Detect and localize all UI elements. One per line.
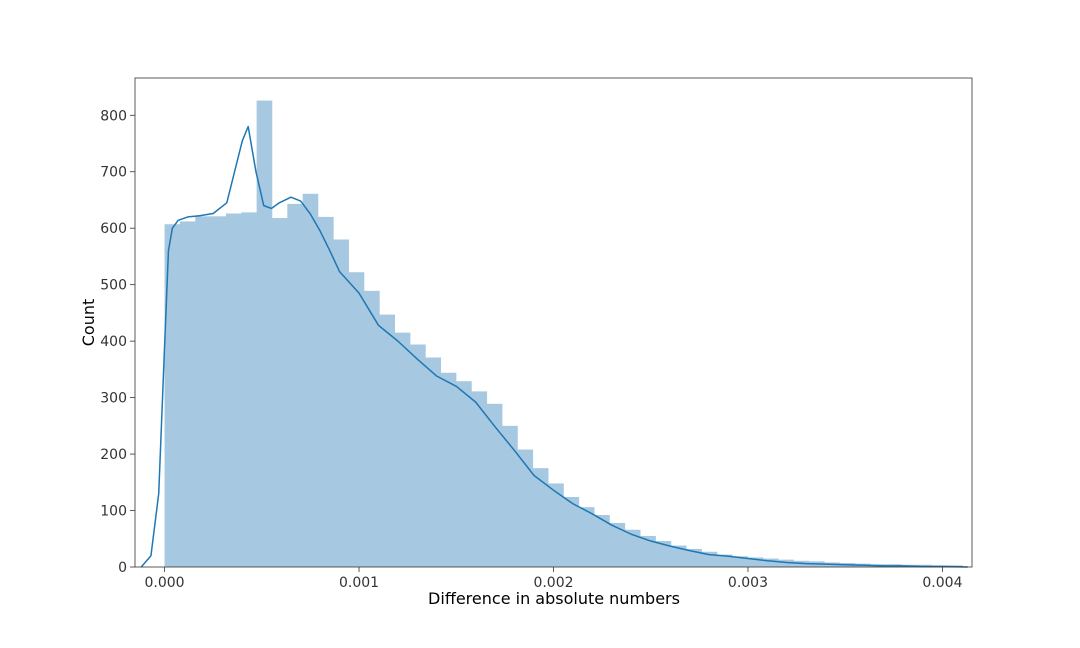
histogram-bar xyxy=(164,224,181,567)
histogram-bar xyxy=(410,344,426,567)
histogram-bar xyxy=(287,203,303,568)
x-tick-label: 0.004 xyxy=(922,575,962,591)
histogram-bar xyxy=(747,557,764,567)
histogram-bar xyxy=(471,391,488,567)
histogram-bar xyxy=(456,381,472,567)
y-tick-label: 600 xyxy=(100,221,127,237)
x-tick-label: 0.002 xyxy=(533,575,573,591)
x-tick-label: 0.001 xyxy=(339,575,379,591)
histogram-bar xyxy=(670,545,687,567)
y-axis-label: Count xyxy=(79,299,98,347)
histogram-bar xyxy=(517,449,534,567)
histogram-bar xyxy=(578,507,595,567)
y-tick-label: 200 xyxy=(100,447,127,463)
x-axis-label: Difference in absolute numbers xyxy=(428,589,680,608)
histogram-bar xyxy=(762,558,779,567)
histogram-bar xyxy=(624,529,641,567)
histogram-bar xyxy=(394,332,411,567)
histogram-bar xyxy=(348,272,365,567)
histogram-bar xyxy=(532,468,549,567)
histogram-bar xyxy=(318,216,334,567)
kde-curve-layer xyxy=(140,125,968,568)
y-axis-ticks: 0 100 200 300 400 500 600 700 800 xyxy=(100,108,135,576)
histogram-bar xyxy=(609,522,626,567)
histogram-bar xyxy=(333,239,349,568)
histogram-bar xyxy=(732,556,748,567)
histogram-bar xyxy=(271,218,288,568)
histogram-bar xyxy=(195,216,211,567)
y-tick-label: 100 xyxy=(100,504,127,520)
y-tick-label: 800 xyxy=(100,108,127,124)
histogram-bar xyxy=(241,212,257,567)
y-tick-label: 400 xyxy=(100,334,127,350)
y-tick-label: 300 xyxy=(100,391,127,407)
histogram-bar xyxy=(563,496,580,567)
histogram-bar xyxy=(778,559,794,567)
histogram-bar xyxy=(425,357,442,567)
histogram-bar xyxy=(440,372,457,567)
histogram-bar xyxy=(686,548,702,567)
x-tick-label: 0.003 xyxy=(728,575,768,591)
y-tick-label: 500 xyxy=(100,278,127,294)
histogram-bar xyxy=(594,515,610,567)
histogram-bar xyxy=(379,314,396,567)
y-tick-label: 0 xyxy=(118,560,127,576)
y-tick-label: 700 xyxy=(100,165,127,181)
histogram-bar xyxy=(210,216,227,567)
histogram-bar xyxy=(640,535,656,567)
histogram-bar xyxy=(179,221,196,568)
histogram-bar xyxy=(548,483,564,567)
histogram-bar xyxy=(486,403,503,567)
histogram-bar xyxy=(302,193,319,567)
histogram-bar xyxy=(716,554,733,567)
kde-line xyxy=(140,125,968,568)
histogram-bar xyxy=(655,541,672,567)
histogram-bars xyxy=(164,100,963,568)
histogram-bar xyxy=(225,213,242,567)
histogram-bar xyxy=(256,100,273,567)
x-axis-ticks: 0.000 0.001 0.002 0.003 0.004 xyxy=(145,567,963,591)
histogram-bar xyxy=(502,425,518,567)
histogram-bar xyxy=(364,290,380,567)
x-tick-label: 0.000 xyxy=(145,575,185,591)
